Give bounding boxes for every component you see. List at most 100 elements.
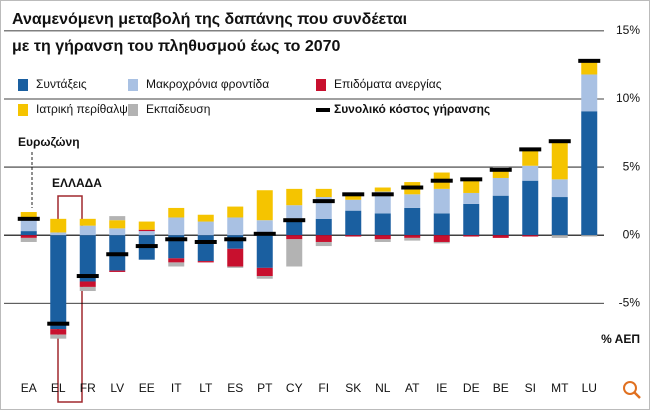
- bar-segment: [256, 220, 273, 236]
- total-marker: [489, 167, 512, 172]
- total-marker: [519, 147, 542, 152]
- legend-label: Ιατρική περίθαλψη: [36, 102, 134, 116]
- bar-segment: [463, 203, 480, 236]
- bar-segment: [168, 262, 185, 267]
- bar-segment: [286, 188, 303, 206]
- bar-segment: [138, 229, 155, 232]
- bar-segment: [522, 165, 539, 181]
- bar-segment: [433, 241, 450, 244]
- bar-segment: [404, 237, 421, 241]
- bar-segment: [227, 266, 244, 268]
- bar-segment: [522, 235, 539, 237]
- x-tick-label: FI: [318, 381, 329, 395]
- y-axis-label: % ΑΕΠ: [601, 332, 640, 346]
- bar-segment: [404, 207, 421, 236]
- total-marker: [224, 237, 247, 242]
- legend-swatch: [18, 104, 28, 116]
- x-tick-label: CY: [286, 381, 303, 395]
- x-tick-label: EL: [51, 381, 66, 395]
- bar-segment: [50, 334, 67, 339]
- annotation: Ευρωζώνη: [18, 135, 80, 149]
- x-tick-label: IE: [436, 381, 447, 395]
- bar-segment: [256, 267, 273, 277]
- bar-segment: [463, 177, 480, 193]
- bar-segment: [581, 111, 598, 236]
- x-tick-label: IT: [171, 381, 182, 395]
- total-marker: [47, 321, 70, 326]
- x-tick-label: PT: [257, 381, 273, 395]
- legend-swatch: [316, 108, 330, 112]
- bar-segment: [138, 221, 155, 230]
- bar-segment: [345, 210, 362, 236]
- bar-segment: [522, 180, 539, 236]
- bar-segment: [79, 286, 96, 292]
- total-marker: [430, 178, 453, 183]
- bar-segment: [315, 218, 332, 236]
- bar-segment: [286, 239, 303, 267]
- total-marker: [194, 239, 217, 244]
- legend-swatch: [18, 79, 28, 91]
- y-tick-label: 15%: [616, 23, 640, 37]
- bar-segment: [345, 192, 362, 200]
- total-marker: [76, 274, 99, 279]
- bar-segment: [315, 241, 332, 247]
- y-tick-label: 5%: [623, 159, 641, 173]
- bar-segment: [581, 59, 598, 75]
- bar-segment: [463, 235, 480, 237]
- bar-segment: [168, 207, 185, 218]
- bar-segment: [50, 235, 67, 330]
- bar-segment: [197, 235, 214, 262]
- bar-segment: [374, 239, 391, 242]
- bar-segment: [581, 74, 598, 112]
- bar-segment: [197, 261, 214, 263]
- x-tick-label: EA: [21, 381, 37, 395]
- legend-label: Επιδόματα ανεργίας: [334, 77, 442, 91]
- legend-swatch: [316, 79, 326, 91]
- bar-segment: [256, 235, 273, 268]
- bar-segment: [433, 235, 450, 242]
- bar-segment: [286, 218, 303, 236]
- x-tick-label: AT: [405, 381, 420, 395]
- x-tick-label: ES: [227, 381, 243, 395]
- bar-segment: [227, 235, 244, 249]
- total-marker: [578, 58, 601, 63]
- total-marker: [17, 216, 40, 221]
- bar-segment: [109, 228, 126, 236]
- legend-label: Μακροχρόνια φροντίδα: [146, 77, 269, 91]
- bar-segment: [374, 191, 391, 214]
- annotation: ΕΛΛΑΔΑ: [52, 176, 102, 190]
- total-marker: [401, 185, 424, 190]
- bar-segment: [79, 225, 96, 236]
- x-tick-label: SK: [345, 381, 361, 395]
- bar-segment: [79, 235, 96, 282]
- total-marker: [548, 139, 571, 144]
- bar-segment: [581, 235, 598, 237]
- total-marker: [371, 192, 394, 197]
- x-tick-label: BE: [493, 381, 509, 395]
- bar-segment: [374, 187, 391, 192]
- bar-segment: [492, 177, 509, 196]
- bar-segment: [374, 235, 391, 240]
- bar-segment: [492, 167, 509, 169]
- bar-segment: [168, 258, 185, 263]
- total-marker: [165, 237, 188, 242]
- x-tick-label: LV: [110, 381, 124, 395]
- x-tick-label: DE: [463, 381, 480, 395]
- bar-segment: [109, 270, 126, 272]
- bar-segment: [551, 235, 568, 238]
- legend-label: Εκπαίδευση: [146, 102, 210, 116]
- bar-segment: [404, 235, 421, 238]
- bar-segment: [109, 216, 126, 221]
- zoom-circle: [623, 381, 637, 395]
- x-tick-label: NL: [375, 381, 391, 395]
- bar-segment: [256, 190, 273, 221]
- bar-segment: [551, 179, 568, 198]
- legend-label: Συντάξεις: [36, 77, 87, 91]
- bar-segment: [551, 139, 568, 180]
- bar-segment: [492, 168, 509, 178]
- bar-segment: [79, 281, 96, 287]
- total-marker: [253, 231, 276, 236]
- total-marker: [342, 192, 365, 197]
- zoom-icon[interactable]: [623, 381, 641, 399]
